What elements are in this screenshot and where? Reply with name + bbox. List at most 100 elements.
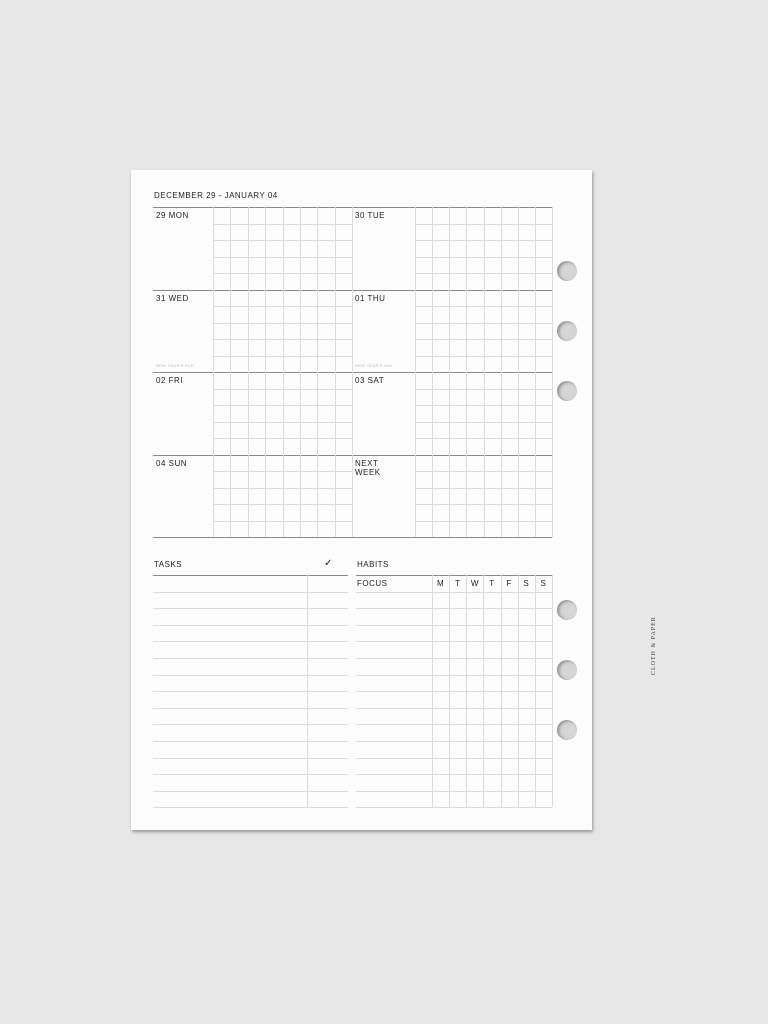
grid-vline: [282, 207, 284, 290]
habit-line: [356, 807, 552, 809]
grid-hline: [213, 339, 352, 340]
grid-vline: [265, 454, 267, 537]
grid-vline: [449, 289, 451, 372]
grid-hline: [213, 223, 352, 225]
grid-vline: [317, 289, 319, 372]
grid-vline: [317, 207, 319, 290]
grid-vline: [213, 207, 214, 290]
grid-vline: [230, 372, 232, 455]
holiday-note: NEW YEAR'S DAY: [355, 362, 393, 368]
grid-vline: [534, 454, 536, 537]
grid-vline: [265, 372, 267, 455]
day-label: 31 WED: [156, 293, 189, 303]
grid-vline: [449, 454, 451, 537]
grid-hline: [415, 273, 552, 274]
grid-vline: [299, 372, 301, 455]
grid-vline: [317, 372, 319, 455]
task-line: [153, 724, 348, 726]
task-line: [153, 807, 348, 809]
grid-vline: [552, 372, 553, 455]
grid-vline: [352, 289, 353, 372]
grid-vline: [265, 289, 267, 372]
grid-vline: [247, 207, 249, 290]
habit-line: [356, 608, 552, 610]
grid-vline: [432, 372, 434, 455]
grid-hline: [415, 223, 552, 225]
grid-hline: [415, 438, 552, 439]
binder-hole: [557, 321, 577, 341]
task-line: [153, 591, 348, 593]
task-line: [153, 608, 348, 610]
task-line: [153, 774, 348, 776]
habit-day-label: F: [506, 579, 512, 588]
grid-hline: [213, 471, 352, 472]
grid-vline: [517, 454, 519, 537]
grid-vline: [230, 207, 232, 290]
grid-vline: [552, 454, 553, 537]
grid-vline: [449, 372, 451, 455]
habit-column: [517, 575, 519, 808]
grid-vline: [534, 372, 536, 455]
grid-hline: [213, 306, 352, 307]
task-line: [153, 757, 348, 759]
habits-title: HABITS: [357, 560, 389, 569]
grid-hline: [213, 388, 352, 390]
grid-vline: [282, 289, 284, 372]
task-line: [153, 624, 348, 626]
grid-vline: [415, 454, 416, 537]
grid-vline: [213, 289, 214, 372]
task-check-column: [307, 575, 308, 808]
grid-vline: [517, 289, 519, 372]
grid-hline: [415, 405, 552, 406]
habit-line: [356, 724, 552, 726]
grid-vline: [483, 289, 485, 372]
grid-vline: [213, 372, 214, 455]
habits-rule: [356, 575, 552, 576]
brand-logo: CLOTH & PAPER: [651, 616, 657, 675]
grid-vline: [432, 454, 434, 537]
grid-vline: [230, 289, 232, 372]
habit-line: [356, 741, 552, 742]
grid-vline: [517, 207, 519, 290]
task-line: [153, 790, 348, 792]
grid-vline: [552, 207, 553, 290]
grid-vline: [334, 454, 336, 537]
grid-vline: [299, 207, 301, 290]
day-label: 01 THU: [355, 293, 386, 303]
grid-vline: [517, 372, 519, 455]
grid-vline: [334, 207, 336, 290]
habit-column: [483, 575, 485, 808]
grid-vline: [299, 454, 301, 537]
day-label: 30 TUE: [355, 211, 385, 220]
grid-vline: [466, 289, 468, 372]
focus-label: FOCUS: [357, 579, 388, 588]
grid-hline: [415, 520, 552, 522]
row-divider: [153, 537, 552, 538]
grid-hline: [415, 471, 552, 472]
grid-vline: [500, 454, 502, 537]
habit-column: [500, 575, 502, 808]
habit-line: [356, 691, 552, 693]
grid-vline: [483, 372, 485, 455]
habit-line: [356, 674, 552, 676]
habit-day-label: T: [489, 579, 495, 588]
grid-vline: [352, 454, 353, 537]
habit-line: [356, 774, 552, 776]
task-line: [153, 691, 348, 693]
grid-hline: [213, 438, 352, 439]
grid-vline: [317, 454, 319, 537]
planner-page: DECEMBER 29 - JANUARY 04 TASKS ✓ HABITS …: [131, 170, 657, 830]
habit-column: [534, 575, 536, 808]
habit-column: [449, 575, 451, 808]
grid-hline: [415, 240, 552, 241]
grid-vline: [483, 207, 485, 290]
grid-vline: [500, 207, 502, 290]
grid-hline: [213, 256, 352, 258]
grid-vline: [247, 454, 249, 537]
holiday-note: NEW YEAR'S EVE: [156, 362, 195, 368]
habit-column: [466, 575, 468, 808]
grid-vline: [352, 372, 353, 455]
habit-line: [356, 757, 552, 759]
habit-day-label: S: [523, 579, 530, 588]
grid-hline: [415, 355, 552, 357]
